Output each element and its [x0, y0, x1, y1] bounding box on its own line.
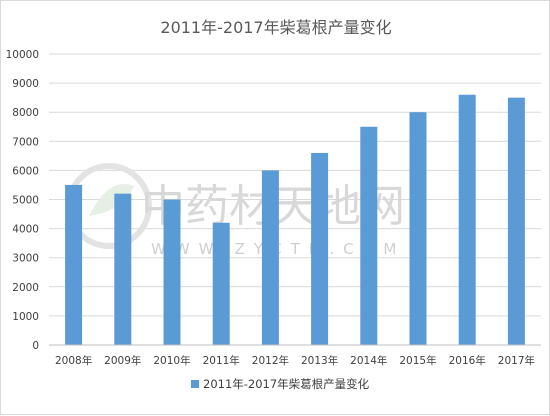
bar — [360, 126, 378, 345]
y-tick-label: 10000 — [6, 49, 39, 61]
y-tick-label: 3000 — [12, 253, 39, 265]
y-tick-label: 7000 — [12, 136, 39, 148]
y-tick-label: 9000 — [12, 78, 39, 90]
y-tick-label: 0 — [32, 340, 39, 352]
bar — [409, 112, 427, 345]
x-tick-label: 2014年 — [350, 354, 387, 367]
bar — [458, 94, 476, 346]
x-axis-ticks: 2008年 2009年 2010年 2011年 2012年 2013年 2014年 2015年… — [55, 354, 535, 367]
watermark-leaf-icon — [89, 184, 134, 216]
bar — [507, 97, 525, 346]
y-tick-label: 4000 — [12, 224, 39, 236]
x-tick-label: 2009年 — [104, 354, 141, 367]
legend-label: 2011年-2017年柴葛根产量变化 — [203, 377, 370, 391]
x-tick-label: 2017年 — [498, 354, 535, 367]
bar — [212, 222, 230, 345]
chart-title: 2011年-2017年柴葛根产量变化 — [160, 18, 391, 37]
x-tick-label: 2016年 — [449, 354, 486, 367]
legend-swatch — [191, 380, 199, 388]
bar — [114, 193, 132, 345]
x-tick-label: 2008年 — [55, 354, 92, 367]
x-tick-label: 2015年 — [399, 354, 436, 367]
y-tick-label: 1000 — [12, 311, 39, 323]
x-tick-label: 2011年 — [203, 354, 240, 367]
y-tick-label: 6000 — [12, 165, 39, 177]
x-tick-label: 2012年 — [252, 354, 289, 367]
x-tick-label: 2010年 — [153, 354, 190, 367]
y-tick-label: 5000 — [12, 195, 39, 207]
bar — [163, 199, 181, 345]
y-axis-ticks: 0 1000 2000 3000 4000 5000 6000 7000 8000 9000 100… — [6, 49, 39, 352]
bar — [261, 170, 279, 345]
bar — [65, 184, 83, 345]
x-tick-label: 2013年 — [301, 354, 338, 367]
legend: 2011年-2017年柴葛根产量变化 — [191, 377, 370, 391]
bars — [65, 94, 525, 346]
y-tick-label: 8000 — [12, 107, 39, 119]
bar — [311, 152, 329, 345]
y-tick-label: 2000 — [12, 282, 39, 294]
